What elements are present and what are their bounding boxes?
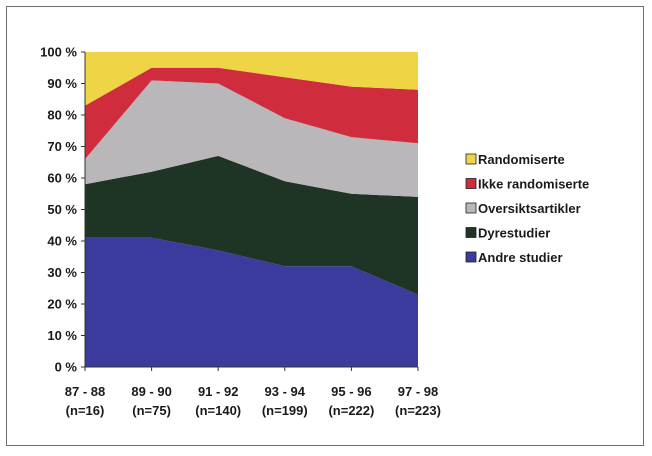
legend-swatch-dyrestudier [465, 227, 477, 238]
x-tick-sublabel: (n=222) [328, 403, 374, 418]
x-tick-labels: 87 - 88 (n=16) 89 - 90 (n=75) 91 - 92 (n=140)… [65, 367, 441, 418]
legend-label-andre-studier: Andre studier [478, 250, 563, 265]
legend: Randomiserte Ikke randomiserte Oversiktsar… [465, 152, 589, 265]
x-tick-label: 95 - 96 [331, 384, 371, 399]
y-tick-labels: 0 % 10 % 20 % 30 % 40 % 50 % 60 % 70 % 80 % 90 % 1… [40, 45, 85, 375]
x-tick-label: 91 - 92 [198, 384, 238, 399]
y-tick-label: 80 % [47, 108, 77, 123]
legend-swatch-andre-studier [465, 251, 477, 263]
y-tick-label: 20 % [47, 297, 77, 312]
x-tick-label: 97 - 98 [398, 384, 438, 399]
x-tick-label: 87 - 88 [65, 384, 105, 399]
y-tick-label: 90 % [47, 76, 77, 91]
y-tick-label: 100 % [40, 45, 77, 60]
area-oversiktsartikler [85, 80, 418, 197]
x-tick-label: 93 - 94 [265, 384, 306, 399]
y-tick-label: 40 % [47, 234, 77, 249]
y-tick-label: 70 % [47, 139, 77, 154]
x-tick-label: 89 - 90 [131, 384, 171, 399]
area-ikke-randomiserte [85, 67, 418, 160]
x-tick-sublabel: (n=16) [66, 403, 105, 418]
area-randomiserte [85, 52, 418, 106]
legend-label-dyrestudier: Dyrestudier [478, 226, 550, 241]
area-series-group [85, 52, 418, 367]
legend-label-ikke-randomiserte: Ikke randomiserte [478, 177, 589, 192]
x-tick-sublabel: (n=223) [395, 403, 441, 418]
legend-swatch-ikke-randomiserte [465, 178, 477, 189]
y-tick-label: 0 % [55, 360, 78, 375]
y-tick-label: 30 % [47, 265, 77, 280]
x-tick-sublabel: (n=140) [195, 403, 241, 418]
x-tick-sublabel: (n=199) [262, 403, 308, 418]
legend-swatch-oversiktsartikler [465, 202, 477, 214]
x-tick-sublabel: (n=75) [132, 403, 171, 418]
legend-label-oversiktsartikler: Oversiktsartikler [478, 201, 581, 216]
y-tick-label: 50 % [47, 202, 77, 217]
legend-swatch-randomiserte [465, 153, 477, 165]
area-andre-studier [85, 237, 418, 367]
area-dyrestudier [85, 155, 418, 295]
legend-label-randomiserte: Randomiserte [478, 152, 565, 167]
y-tick-label: 60 % [47, 171, 77, 186]
y-tick-label: 10 % [47, 328, 77, 343]
